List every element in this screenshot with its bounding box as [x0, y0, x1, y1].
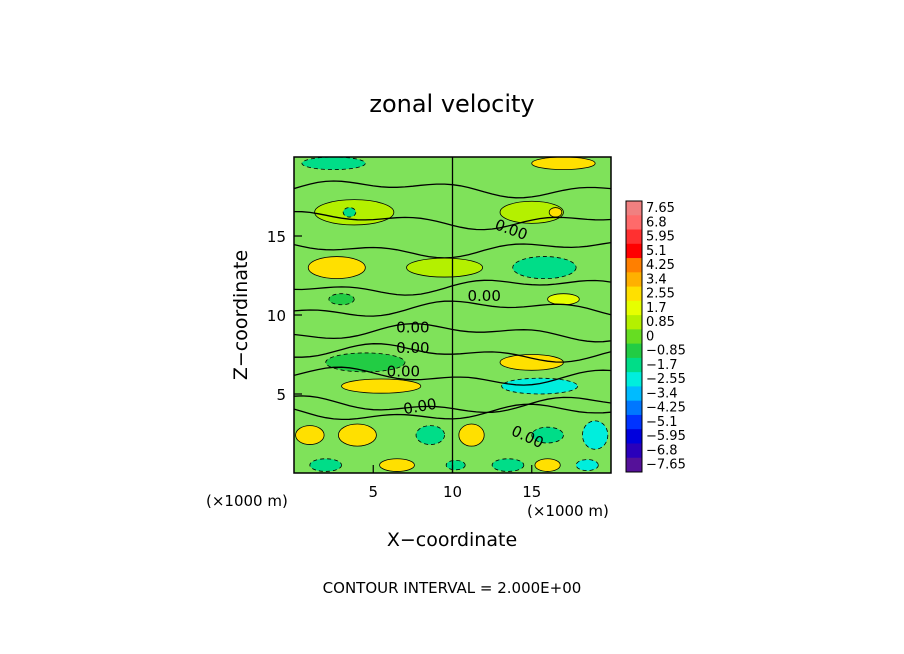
- x-axis-label: X−coordinate: [387, 529, 517, 551]
- colorbar-label: −4.25: [646, 401, 686, 416]
- field-anomaly: [342, 207, 357, 218]
- field-anomaly: [458, 423, 485, 447]
- contour-label: 0.00: [467, 287, 500, 305]
- colorbar-swatch: [626, 258, 642, 273]
- colorbar-label: −0.85: [646, 344, 686, 359]
- y-tick-label: 10: [267, 307, 286, 325]
- colorbar-label: −5.95: [646, 429, 686, 444]
- colorbar-frame: [625, 200, 643, 473]
- x-unit-left: (×1000 m): [206, 492, 288, 510]
- colorbar-label: −7.65: [646, 458, 686, 473]
- field-anomaly: [341, 378, 422, 394]
- field-anomaly: [531, 426, 564, 444]
- colorbar-label: −2.55: [646, 372, 686, 387]
- field-anomaly: [548, 207, 563, 218]
- colorbar-label: 7.65: [646, 201, 675, 216]
- colorbar-swatch: [626, 272, 642, 288]
- contour-label: 0.00: [402, 395, 438, 419]
- field-anomaly: [379, 458, 415, 472]
- colorbar-label: 0: [646, 329, 654, 344]
- y-axis-label: Z−coordinate: [230, 250, 252, 380]
- contour-interval-note: CONTOUR INTERVAL = 2.000E+00: [323, 579, 582, 597]
- colorbar-swatch: [626, 343, 642, 359]
- colorbar-swatch: [626, 201, 642, 216]
- colorbar-swatch: [626, 243, 642, 259]
- colorbar-label: −1.7: [646, 358, 678, 373]
- field-anomaly: [534, 458, 561, 472]
- chart-title: zonal velocity: [369, 90, 534, 118]
- contour-label: 0.00: [396, 318, 429, 336]
- field-anomaly: [547, 293, 580, 306]
- colorbar-swatch: [626, 457, 642, 473]
- y-tick-label: 15: [267, 228, 286, 246]
- x-tick-label: 5: [368, 483, 378, 501]
- y-tick-label: 5: [276, 386, 286, 404]
- x-tick-label: 15: [522, 483, 541, 501]
- field-anomaly: [445, 459, 466, 471]
- contour-lines: [294, 157, 611, 473]
- colorbar-label: −3.4: [646, 386, 678, 401]
- colorbar-swatch: [626, 386, 642, 402]
- x-tick-label: 10: [443, 483, 462, 501]
- colorbar-swatch: [626, 414, 642, 430]
- colorbar-label: 4.25: [646, 258, 675, 273]
- field-anomaly: [301, 157, 366, 171]
- colorbar-label: 5.1: [646, 244, 667, 259]
- field-anomaly: [575, 459, 599, 472]
- field-anomaly: [491, 458, 525, 472]
- colorbar: 7.656.85.955.14.253.42.551.70.850−0.85−1…: [625, 200, 686, 473]
- field-anomaly: [309, 458, 342, 472]
- field-anomaly: [501, 377, 579, 395]
- field-anomaly: [415, 425, 445, 445]
- field-anomaly: [406, 257, 484, 278]
- field-anomaly: [512, 256, 577, 280]
- colorbar-label: 5.95: [646, 230, 675, 245]
- colorbar-label: 1.7: [646, 301, 667, 316]
- contour-label: 0.00: [387, 363, 420, 381]
- colorbar-label: 0.85: [646, 315, 675, 330]
- colorbar-label: −6.8: [646, 443, 678, 458]
- colorbar-label: −5.1: [646, 415, 678, 430]
- colorbar-swatch: [626, 400, 642, 416]
- x-unit-right: (×1000 m): [527, 502, 609, 520]
- contour-label: 0.00: [396, 339, 429, 357]
- field-anomaly: [307, 256, 366, 280]
- colorbar-swatch: [626, 229, 642, 245]
- colorbar-swatch: [626, 286, 642, 302]
- field-anomaly: [328, 293, 355, 306]
- colorbar-swatch: [626, 215, 642, 231]
- axes: 5 10 15 5 10 15: [267, 228, 541, 501]
- colorbar-swatch: [626, 357, 642, 373]
- field-anomaly: [531, 157, 596, 171]
- colorbar-swatch: [626, 443, 642, 459]
- colorbar-label: 2.55: [646, 287, 675, 302]
- colorbar-swatch: [626, 315, 642, 330]
- field-anomaly: [582, 420, 609, 450]
- colorbar-swatch: [626, 300, 642, 316]
- colorbar-swatch: [626, 329, 642, 345]
- colorbar-swatch: [626, 372, 642, 387]
- field-anomaly: [295, 425, 325, 445]
- colorbar-label: 6.8: [646, 215, 667, 230]
- colorbar-label: 3.4: [646, 272, 667, 287]
- field-anomaly: [337, 423, 377, 447]
- colorbar-swatch: [626, 429, 642, 444]
